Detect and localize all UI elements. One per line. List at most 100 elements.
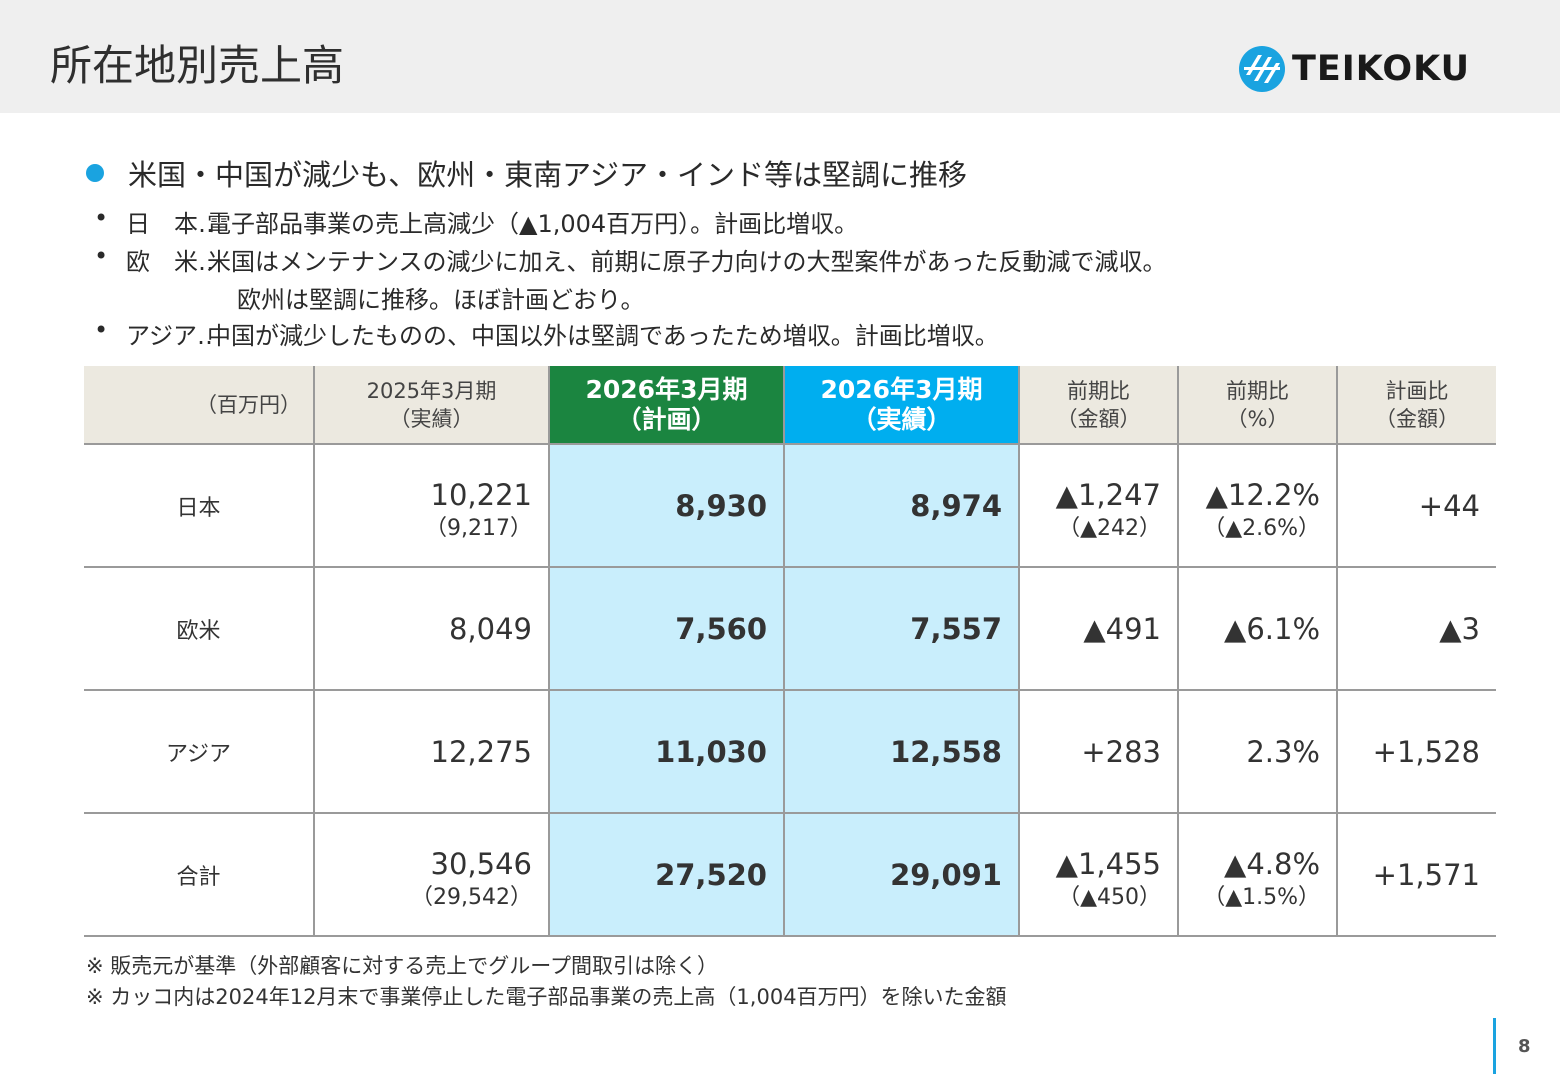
table-cell: 7,557 [784, 567, 1020, 691]
bullet-text: 電子部品事業の売上高減少（▲1,004百万円）。計画比増収。 [207, 210, 859, 238]
cell-subvalue: （29,542） [411, 884, 532, 910]
col-header-line: 2025年3月期 [366, 378, 497, 403]
table-row-americas-europe: 欧米 8,049 7,560 7,557 ▲491 ▲6.1% ▲3 [84, 567, 1496, 691]
table-cell: 10,221 （9,217） [314, 444, 550, 568]
footnote: ※ 販売元が基準（外部顧客に対する売上でグループ間取引は除く） [86, 954, 719, 978]
col-header-fy2026-plan: 2026年3月期 （計画） [549, 366, 785, 445]
bullet-text: 欧州は堅調に推移。ほぼ計画どおり。 [237, 286, 645, 314]
cell-value: ▲12.2% [1205, 477, 1320, 512]
bullet-label: 欧 米‥ [126, 248, 215, 276]
cell-value: +44 [1418, 488, 1480, 523]
cell-value: ▲491 [1083, 611, 1161, 646]
cell-subvalue: （▲242） [1058, 515, 1161, 541]
footnote: ※ カッコ内は2024年12月末で事業停止した電子部品事業の売上高（1,004百… [86, 985, 1007, 1009]
row-label: アジア [84, 690, 315, 814]
table-cell: ▲1,455 （▲450） [1019, 813, 1179, 937]
cell-value: ▲1,247 [1055, 477, 1161, 512]
table-cell: 29,091 [784, 813, 1020, 937]
cell-value: 7,560 [675, 611, 767, 646]
table-cell: ▲12.2% （▲2.6%） [1178, 444, 1338, 568]
col-header-line: （実績） [389, 406, 474, 431]
logo-wordmark: TEIKOKU [1292, 49, 1471, 89]
table-cell: 11,030 [549, 690, 785, 814]
cell-value: 8,974 [910, 488, 1002, 523]
col-header-line: （計画） [616, 404, 717, 434]
table-cell: ▲6.1% [1178, 567, 1338, 691]
col-header-line: 計画比 [1385, 378, 1449, 403]
table-row-asia: アジア 12,275 11,030 12,558 +283 2.3% +1,52… [84, 690, 1496, 814]
table-cell: 7,560 [549, 567, 785, 691]
col-header-line: 2026年3月期 [585, 374, 748, 404]
regional-sales-table: （百万円） 2025年3月期 （実績） 2026年3月期 （計画） 2026年3… [84, 366, 1496, 937]
table-cell: 8,049 [314, 567, 550, 691]
cell-value: +283 [1081, 734, 1161, 769]
cell-value: +1,528 [1372, 734, 1480, 769]
headline-text: 米国・中国が減少も、欧州・東南アジア・インド等は堅調に推移 [128, 158, 967, 192]
table-cell: 2.3% [1178, 690, 1338, 814]
cell-value: 10,221 [430, 477, 532, 512]
col-header-line: （金額） [1375, 406, 1459, 431]
header-bar: 所在地別売上高 TEIKOKU [0, 0, 1560, 113]
table-row-japan: 日本 10,221 （9,217） 8,930 8,974 ▲1,247 （▲242… [84, 444, 1496, 568]
bullet-mark: • [94, 242, 109, 270]
teikoku-logo-icon [1239, 46, 1285, 92]
cell-value: 7,557 [910, 611, 1002, 646]
bullet-mark: • [94, 316, 109, 344]
table-cell: ▲1,247 （▲242） [1019, 444, 1179, 568]
cell-value: 12,558 [890, 734, 1002, 769]
cell-value: 8,930 [675, 488, 767, 523]
table-cell: 12,275 [314, 690, 550, 814]
unit-header: （百万円） [84, 366, 315, 445]
table-cell: ▲3 [1337, 567, 1496, 691]
headline: 米国・中国が減少も、欧州・東南アジア・インド等は堅調に推移 [86, 152, 967, 194]
bullet-mark: • [94, 204, 109, 232]
cell-value: 8,049 [448, 611, 532, 646]
table-cell: ▲4.8% （▲1.5%） [1178, 813, 1338, 937]
page-number: 8 [1518, 1036, 1531, 1057]
col-header-fy2026-actual: 2026年3月期 （実績） [784, 366, 1020, 445]
table-cell: 27,520 [549, 813, 785, 937]
row-label: 日本 [84, 444, 315, 568]
col-header-line: （%） [1226, 406, 1289, 431]
cell-value: 11,030 [655, 734, 767, 769]
bullet-text: 米国はメンテナンスの減少に加え、前期に原子力向けの大型案件があった反動減で減収。 [207, 248, 1167, 276]
table-cell: +283 [1019, 690, 1179, 814]
company-logo: TEIKOKU [1238, 44, 1470, 94]
col-header-yoy-percent: 前期比 （%） [1178, 366, 1338, 445]
col-header-fy2025-actual: 2025年3月期 （実績） [314, 366, 550, 445]
col-header-line: （実績） [851, 404, 952, 434]
col-header-line: 前期比 [1067, 378, 1130, 403]
bullet-text: 中国が減少したものの、中国以外は堅調であったため増収。計画比増収。 [207, 322, 999, 350]
table-cell: ▲491 [1019, 567, 1179, 691]
table-header-row: （百万円） 2025年3月期 （実績） 2026年3月期 （計画） 2026年3… [84, 366, 1496, 445]
table-cell: 12,558 [784, 690, 1020, 814]
row-label: 合計 [84, 813, 315, 937]
cell-subvalue: （▲2.6%） [1203, 515, 1320, 541]
table-cell: 30,546 （29,542） [314, 813, 550, 937]
col-header-line: （金額） [1056, 406, 1141, 431]
footnotes: ※ 販売元が基準（外部顧客に対する売上でグループ間取引は除く） ※ カッコ内は2… [86, 951, 1007, 1013]
bullet-label: アジア‥ [126, 322, 214, 350]
cell-subvalue: （▲1.5%） [1203, 884, 1320, 910]
table-row-total: 合計 30,546 （29,542） 27,520 29,091 ▲1,455 （▲… [84, 813, 1496, 937]
cell-value: 2.3% [1246, 734, 1320, 769]
table-cell: +44 [1337, 444, 1496, 568]
cell-value: 27,520 [655, 857, 767, 892]
cell-value: ▲4.8% [1224, 846, 1320, 881]
bullet-label: 日 本‥ [126, 210, 215, 238]
page-title: 所在地別売上高 [50, 41, 345, 90]
table-cell: +1,528 [1337, 690, 1496, 814]
col-header-vs-plan: 計画比 （金額） [1337, 366, 1496, 445]
col-header-line: 前期比 [1226, 378, 1289, 403]
table-cell: +1,571 [1337, 813, 1496, 937]
table-cell: 8,974 [784, 444, 1020, 568]
cell-value: 29,091 [890, 857, 1002, 892]
cell-value: 30,546 [430, 846, 532, 881]
cell-value: 12,275 [430, 734, 532, 769]
cell-subvalue: （9,217） [425, 515, 532, 541]
cell-value: ▲1,455 [1055, 846, 1161, 881]
cell-subvalue: （▲450） [1058, 884, 1161, 910]
col-header-line: 2026年3月期 [820, 374, 983, 404]
table-cell: 8,930 [549, 444, 785, 568]
cell-value: ▲6.1% [1224, 611, 1320, 646]
